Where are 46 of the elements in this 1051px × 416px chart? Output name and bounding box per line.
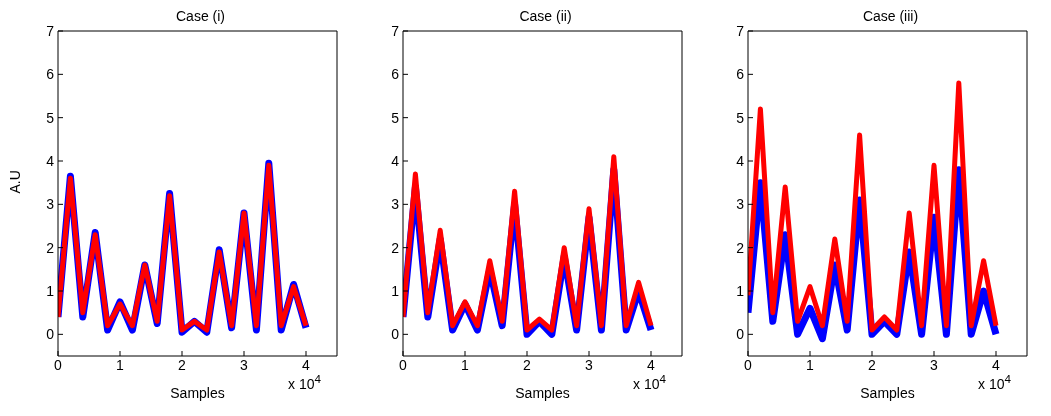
y-tick-label: 0: [391, 326, 400, 343]
chart-title: Case (i): [175, 8, 226, 24]
y-tick-label: 0: [736, 326, 745, 343]
x-tick-label: 3: [585, 356, 594, 373]
y-axis-title: A.U: [6, 170, 23, 194]
y-tick-label: 3: [46, 196, 55, 213]
y-tick-label: 2: [736, 239, 745, 256]
x-tick-label: 3: [240, 356, 249, 373]
x-axis-title: Samples: [860, 385, 915, 401]
x-axis-title: Samples: [170, 385, 225, 401]
x-tick-label: 4: [992, 356, 1001, 373]
y-tick-label: 6: [46, 66, 55, 83]
y-tick-label: 6: [736, 66, 745, 83]
y-tick-label: 4: [46, 152, 55, 169]
y-tick-label: 1: [46, 282, 55, 299]
x-tick-label: 2: [178, 356, 187, 373]
y-tick-label: 4: [736, 152, 745, 169]
x-tick-label: 1: [806, 356, 815, 373]
chart-title: Case (iii): [861, 8, 920, 24]
y-tick-label: 0: [46, 326, 55, 343]
chart-title: Case (ii): [518, 8, 573, 24]
y-tick-label: 5: [46, 109, 55, 126]
y-tick-label: 1: [736, 282, 745, 299]
y-tick-label: 6: [391, 66, 400, 83]
x-tick-label: 1: [461, 356, 470, 373]
x-tick-label: 3: [930, 356, 939, 373]
x-axis-title: Samples: [515, 385, 570, 401]
y-tick-label: 1: [391, 282, 400, 299]
x-tick-label: 4: [647, 356, 656, 373]
y-tick-label: 2: [391, 239, 400, 256]
text: x 10$^{4}$: [978, 372, 1011, 392]
y-tick-label: 2: [46, 239, 55, 256]
x-tick-label: 4: [302, 356, 311, 373]
y-tick-label: 5: [391, 109, 400, 126]
x-tick-label: 2: [523, 356, 532, 373]
y-tick-label: 4: [391, 152, 400, 169]
y-tick-label: 3: [736, 196, 745, 213]
text: x 10$^{4}$: [288, 372, 321, 392]
x-tick-label: 1: [116, 356, 125, 373]
x-tick-label: 2: [868, 356, 877, 373]
text: x 10$^{4}$: [633, 372, 666, 392]
y-tick-label: 3: [391, 196, 400, 213]
y-tick-label: 5: [736, 109, 745, 126]
y-tick-label: 7: [46, 22, 55, 39]
y-tick-label: 7: [391, 22, 400, 39]
y-tick-label: 7: [736, 22, 745, 39]
